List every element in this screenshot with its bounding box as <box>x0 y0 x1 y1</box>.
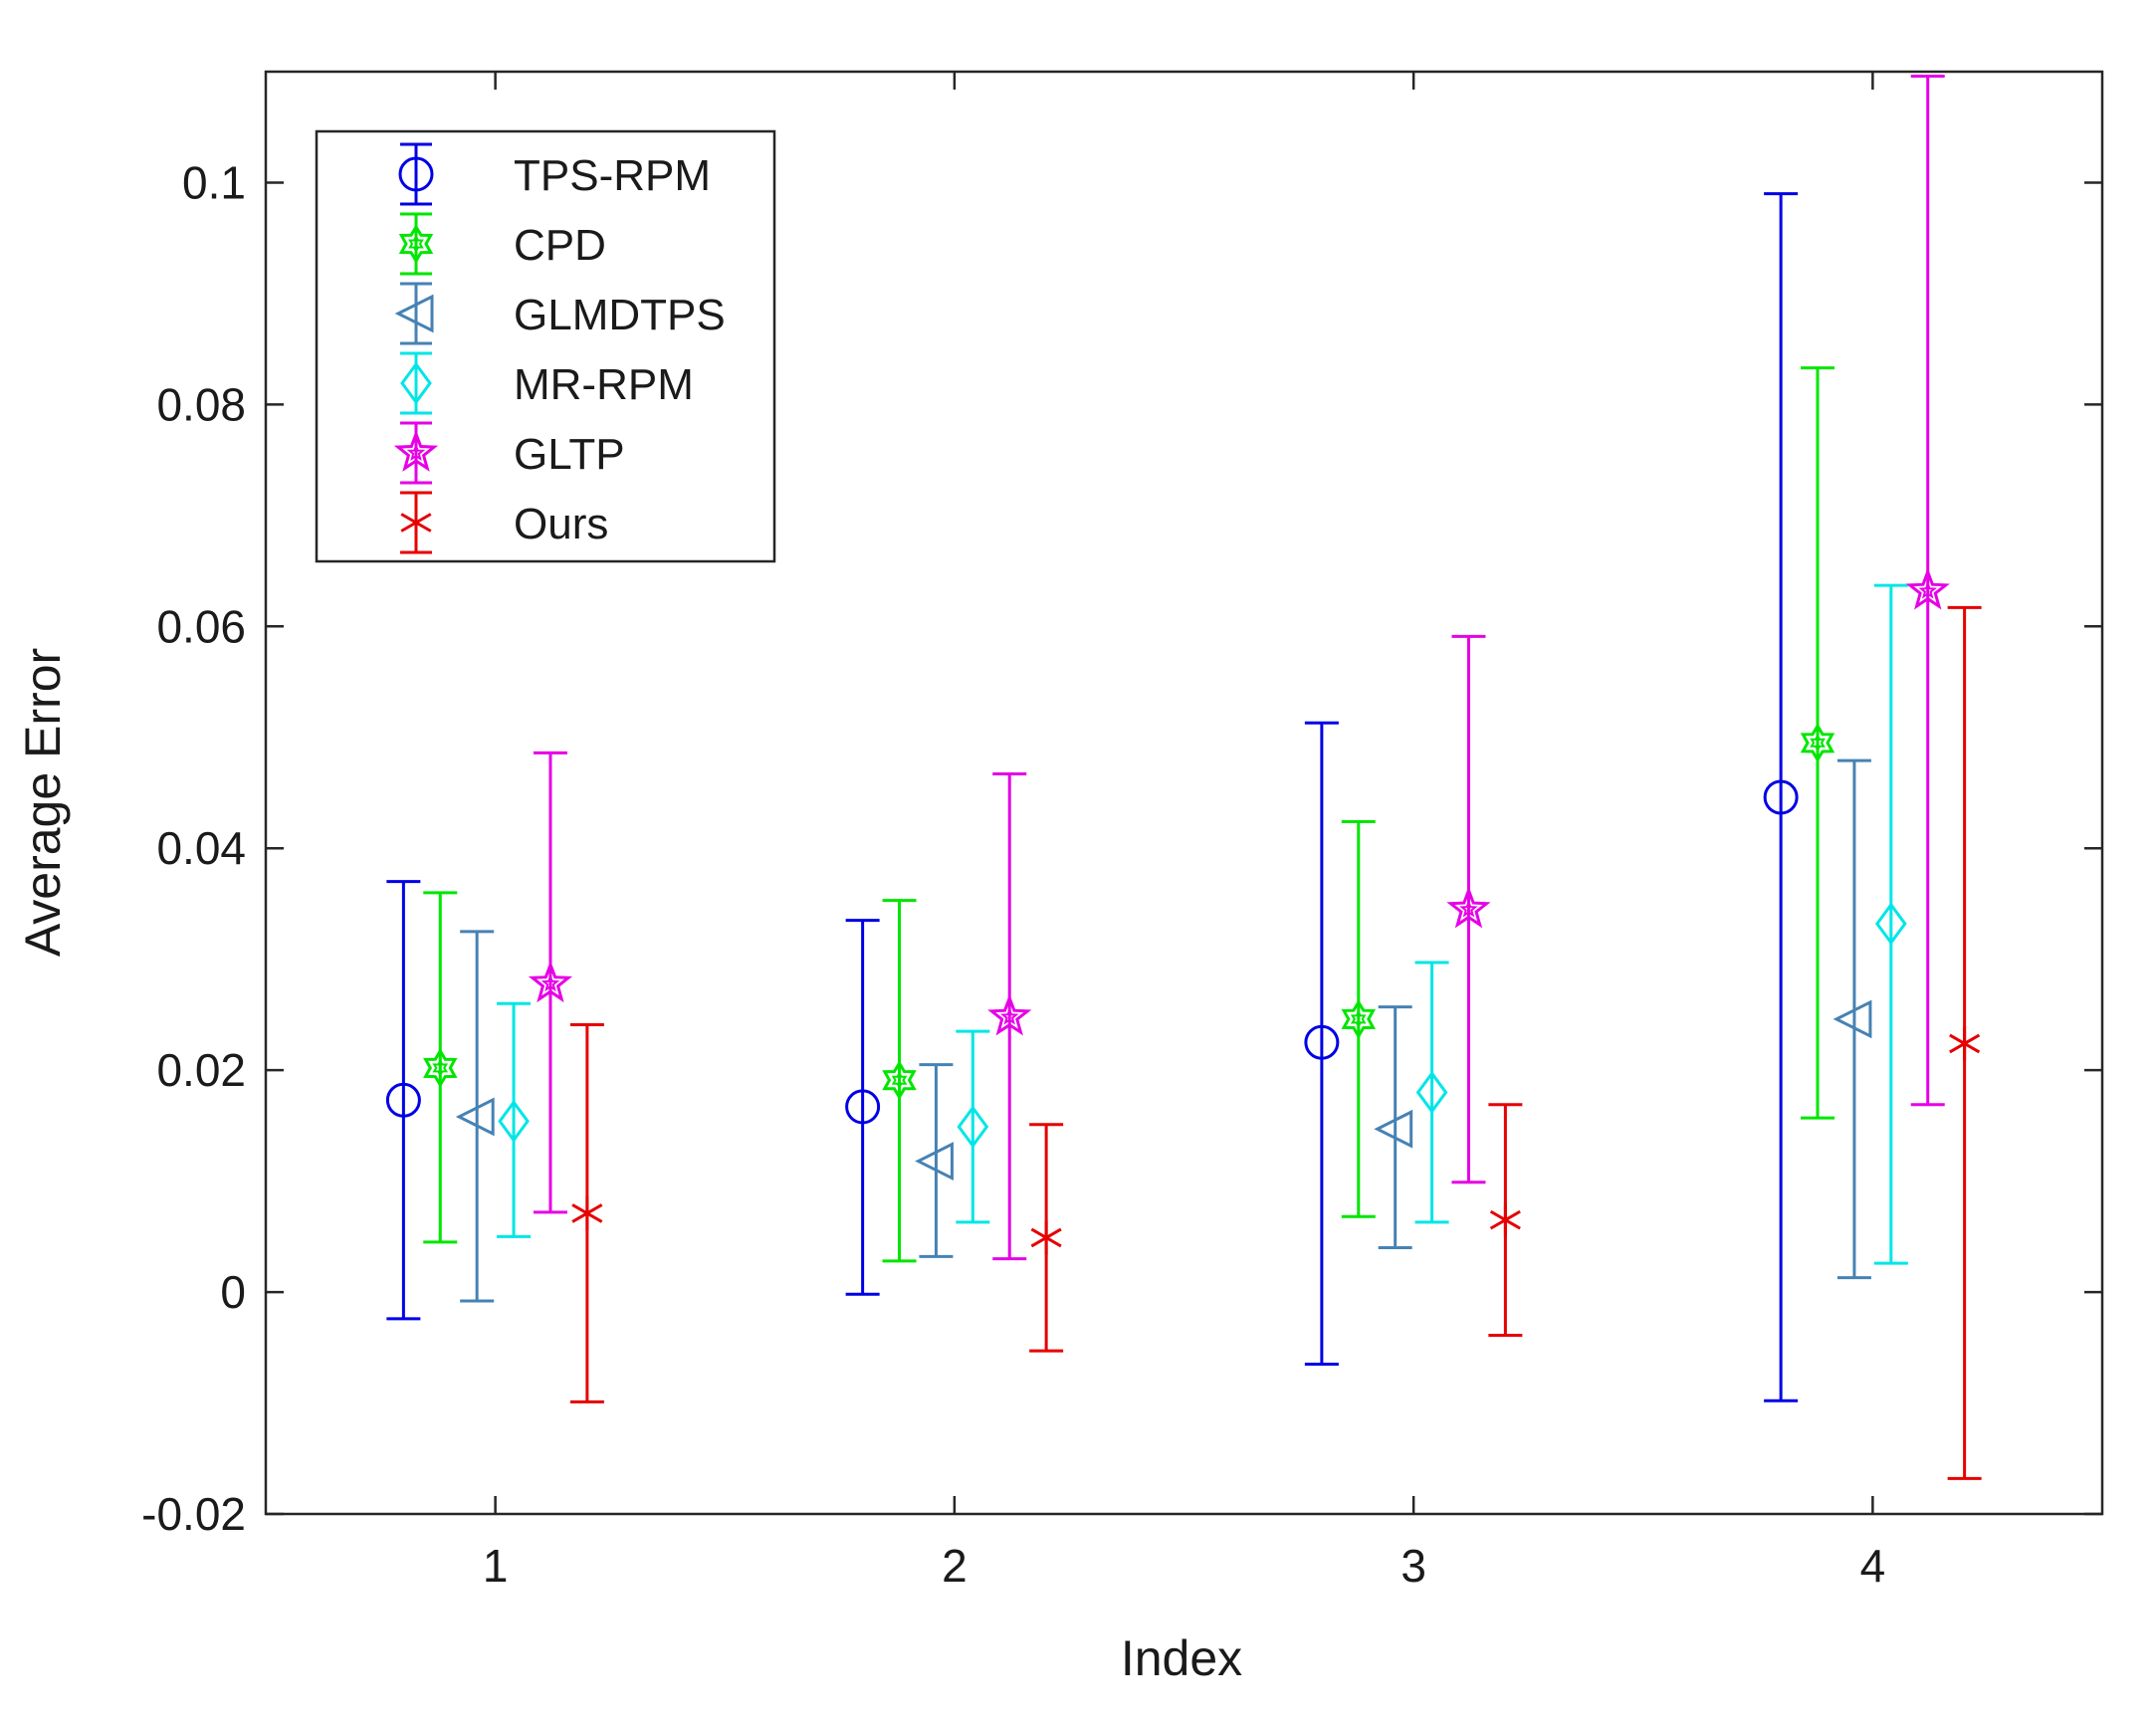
errorbar-point <box>845 919 881 1296</box>
marker-hexagram <box>1800 723 1835 763</box>
legend-label: MR-RPM <box>514 360 694 409</box>
y-tick-label: 0.06 <box>156 600 246 652</box>
series-mr-rpm <box>497 583 1908 1265</box>
errorbar-point <box>1414 961 1449 1224</box>
errorbar-point <box>882 899 917 1263</box>
y-tick-label: 0.02 <box>156 1044 246 1096</box>
y-tick-label: 0.1 <box>182 156 246 208</box>
marker-pentagram <box>1905 567 1950 610</box>
marker-hexagram <box>1341 998 1377 1039</box>
legend-marker-hexagram <box>398 224 434 264</box>
marker-pentagram <box>1446 886 1491 929</box>
legend-entry: MR-RPM <box>400 351 694 415</box>
marker-diamond <box>1874 902 1907 946</box>
errorbar-point <box>987 772 1032 1261</box>
legend-label: Ours <box>514 500 608 548</box>
x-tick-label: 1 <box>483 1540 509 1592</box>
legend-label: TPS-RPM <box>514 151 711 200</box>
errorbar-point <box>569 1022 604 1403</box>
marker-circle <box>1304 1024 1340 1060</box>
errorbar-point <box>1873 583 1908 1265</box>
x-tick-label: 3 <box>1401 1540 1426 1592</box>
marker-diamond <box>498 1099 530 1143</box>
marker-asterisk <box>571 1195 603 1230</box>
series-gltp <box>528 74 1950 1261</box>
y-tick-label: 0.04 <box>156 822 246 874</box>
y-tick-label: 0 <box>220 1266 246 1318</box>
legend-box <box>315 129 776 563</box>
legend-entry: GLMDTPS <box>394 282 726 345</box>
legend-marker-diamond <box>400 361 432 405</box>
marker-pentagram <box>528 960 573 1003</box>
x-tick-label: 4 <box>1860 1540 1886 1592</box>
errorbar-point <box>1341 819 1377 1218</box>
errorbar-point <box>1800 366 1835 1120</box>
axes: 1 2 3 4 -0.02 0 0.02 0.04 0.06 0.08 0.1 <box>141 72 2102 1592</box>
legend-entry: CPD <box>398 212 606 276</box>
x-tick-label: 2 <box>942 1540 968 1592</box>
marker-hexagram <box>882 1060 917 1101</box>
x-axis-label: Index <box>1121 1630 1242 1686</box>
y-tick-label: 0.08 <box>156 378 246 430</box>
legend-entry: GLTP <box>393 421 625 485</box>
marker-diamond <box>957 1105 989 1149</box>
marker-pentagram <box>987 993 1032 1036</box>
errorbar-point <box>915 1063 954 1258</box>
errorbar-point <box>497 1001 532 1238</box>
errorbar-point <box>1304 721 1340 1367</box>
legend-marker-pentagram <box>393 429 439 472</box>
errorbar-point <box>956 1029 990 1224</box>
marker-circle <box>1763 779 1799 815</box>
y-tick-label: -0.02 <box>141 1488 246 1540</box>
errorbar-point <box>385 880 421 1321</box>
series-cpd <box>423 366 1835 1263</box>
series-glmdtps <box>455 758 1872 1303</box>
marker-asterisk <box>1949 1026 1981 1061</box>
series-group <box>385 74 1982 1480</box>
legend-marker-circle <box>398 156 434 192</box>
marker-asterisk <box>1489 1202 1521 1237</box>
marker-asterisk <box>1030 1220 1062 1255</box>
legend-label: CPD <box>514 221 606 270</box>
legend-label: GLMDTPS <box>514 291 726 339</box>
errorbar-point <box>1905 74 1950 1107</box>
marker-triangle-left <box>915 1142 954 1181</box>
legend-marker-triangle-left <box>394 294 434 333</box>
errorbar-point <box>528 751 573 1214</box>
legend-entry: TPS-RPM <box>398 142 711 206</box>
errorbar-point <box>1446 634 1491 1184</box>
errorbar-point <box>1947 605 1982 1480</box>
series-ours <box>569 605 1982 1480</box>
legend-marker-asterisk <box>400 506 432 539</box>
legend-label: GLTP <box>514 430 625 479</box>
errorbar-point <box>1488 1103 1523 1338</box>
series-tps-rpm <box>385 192 1799 1402</box>
errorbar-point <box>1763 192 1799 1402</box>
marker-circle <box>845 1089 881 1125</box>
marker-triangle-left <box>1833 999 1872 1039</box>
marker-triangle-left <box>455 1097 495 1137</box>
marker-diamond <box>1415 1070 1448 1114</box>
errorbar-point <box>423 891 458 1244</box>
errorbar-point <box>1029 1123 1064 1353</box>
errorbar-point <box>1374 1005 1413 1249</box>
legend-entry: Ours <box>400 491 608 554</box>
errorbar-point <box>1833 758 1872 1280</box>
marker-triangle-left <box>1374 1109 1413 1149</box>
marker-hexagram <box>423 1047 458 1088</box>
marker-circle <box>385 1082 421 1118</box>
legend: TPS-RPM CPD GLMDTPS MR-RPM GLTP Ours <box>315 129 776 563</box>
y-axis-label: Average Error <box>15 648 71 957</box>
errorbar-point <box>455 930 495 1303</box>
